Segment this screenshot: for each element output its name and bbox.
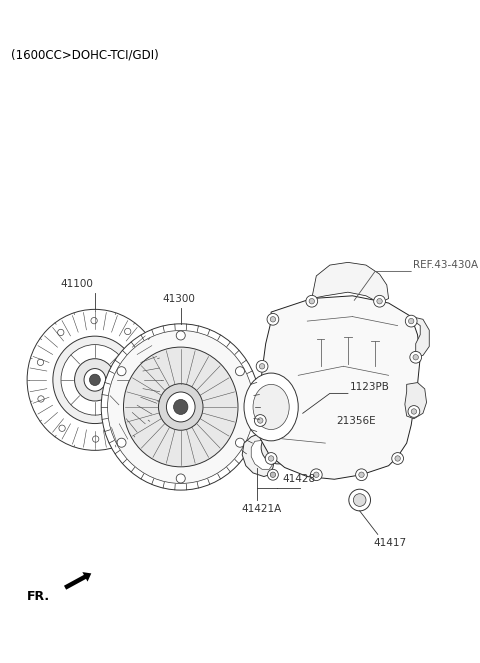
Circle shape (126, 424, 132, 430)
Circle shape (267, 469, 278, 480)
Circle shape (265, 453, 277, 464)
Circle shape (93, 436, 99, 442)
Text: 1123PB: 1123PB (350, 382, 390, 392)
Circle shape (311, 469, 322, 481)
Circle shape (258, 418, 263, 423)
Circle shape (124, 328, 131, 335)
Circle shape (268, 455, 274, 461)
Ellipse shape (261, 432, 296, 464)
Text: 21356E: 21356E (336, 416, 376, 426)
Circle shape (259, 363, 265, 369)
Ellipse shape (294, 407, 303, 412)
Text: 41428: 41428 (282, 474, 315, 484)
Circle shape (306, 295, 318, 307)
Bar (296, 410, 301, 428)
Circle shape (395, 455, 400, 461)
Ellipse shape (27, 310, 163, 450)
Circle shape (353, 494, 366, 507)
Ellipse shape (123, 347, 238, 467)
Text: 41300: 41300 (163, 294, 195, 304)
Polygon shape (258, 296, 420, 479)
Circle shape (267, 314, 279, 325)
Circle shape (146, 394, 153, 400)
Polygon shape (405, 383, 427, 419)
Ellipse shape (253, 385, 289, 430)
Circle shape (145, 357, 152, 364)
Text: (1600CC>DOHC-TCI/GDI): (1600CC>DOHC-TCI/GDI) (11, 48, 158, 61)
Ellipse shape (84, 369, 106, 391)
Polygon shape (251, 440, 276, 469)
Text: 41100: 41100 (60, 280, 94, 290)
Ellipse shape (61, 345, 129, 415)
Ellipse shape (268, 439, 288, 457)
Circle shape (270, 472, 276, 477)
Polygon shape (312, 263, 389, 303)
Circle shape (37, 359, 44, 365)
Circle shape (411, 409, 417, 414)
Circle shape (410, 351, 421, 363)
Circle shape (58, 330, 64, 335)
Circle shape (408, 318, 414, 324)
Circle shape (236, 438, 244, 448)
Text: 41421A: 41421A (241, 504, 282, 514)
Circle shape (413, 355, 419, 360)
Circle shape (374, 295, 385, 307)
Ellipse shape (244, 373, 298, 441)
Circle shape (309, 298, 314, 304)
FancyArrow shape (64, 572, 91, 589)
Polygon shape (411, 317, 429, 355)
Ellipse shape (174, 400, 188, 414)
Ellipse shape (108, 330, 254, 483)
Circle shape (117, 438, 126, 448)
Circle shape (405, 315, 417, 327)
Polygon shape (242, 433, 286, 477)
Circle shape (349, 489, 371, 511)
Ellipse shape (167, 392, 195, 422)
Circle shape (91, 318, 97, 324)
Text: FR.: FR. (27, 591, 50, 603)
Ellipse shape (89, 374, 100, 385)
Circle shape (176, 474, 185, 483)
Ellipse shape (158, 384, 203, 430)
Circle shape (359, 472, 364, 477)
Text: 41417: 41417 (373, 538, 407, 548)
Text: REF.43-430A: REF.43-430A (413, 260, 478, 270)
Circle shape (236, 367, 244, 376)
Circle shape (256, 361, 268, 372)
Ellipse shape (74, 359, 115, 401)
Ellipse shape (101, 324, 260, 490)
Circle shape (176, 331, 185, 340)
Circle shape (117, 367, 126, 376)
Ellipse shape (53, 336, 137, 424)
Circle shape (254, 414, 266, 426)
Ellipse shape (274, 444, 283, 452)
Circle shape (356, 469, 367, 481)
Circle shape (313, 472, 319, 477)
Circle shape (377, 298, 382, 304)
Circle shape (408, 406, 420, 417)
Circle shape (270, 317, 276, 322)
Circle shape (38, 396, 44, 402)
Circle shape (392, 453, 404, 464)
Circle shape (59, 425, 65, 432)
